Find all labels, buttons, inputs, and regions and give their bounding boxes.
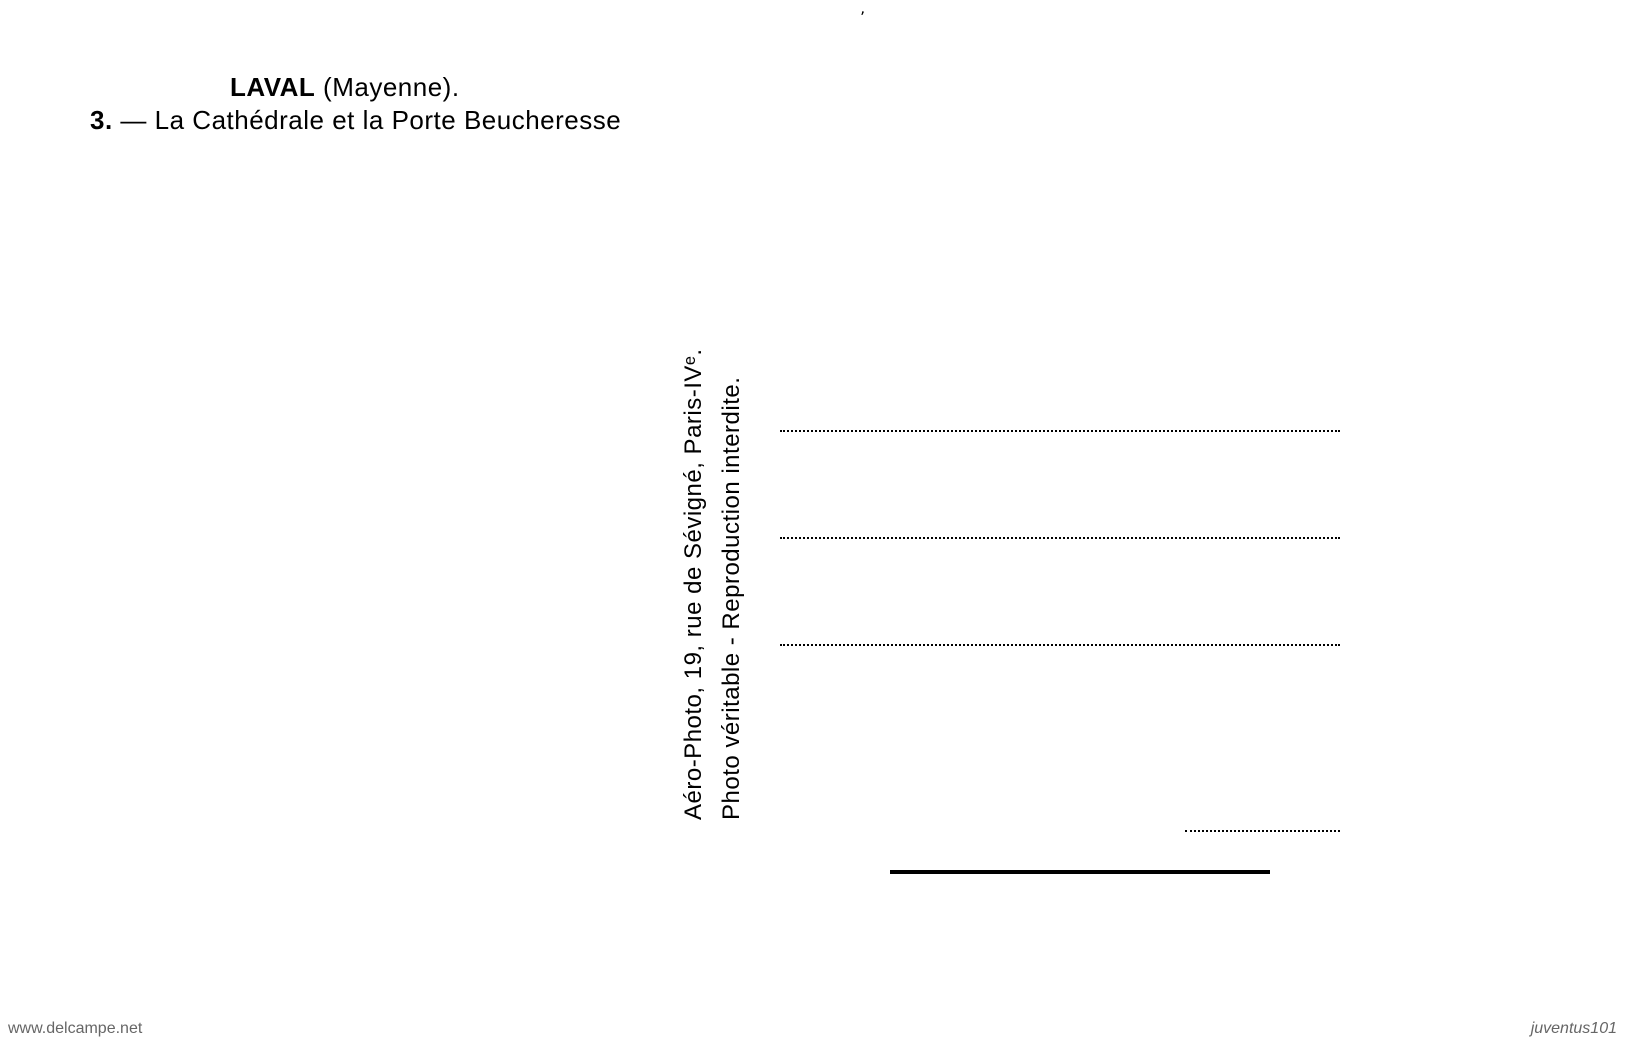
watermark-left: www.delcampe.net [8, 1020, 142, 1038]
city-name: LAVAL [230, 72, 315, 102]
caption-number: 3. [90, 105, 113, 135]
caption-line: 3. — La Cathédrale et la Porte Beucheres… [90, 105, 621, 136]
tick-mark: ٬ [860, 8, 865, 28]
address-line [780, 430, 1340, 432]
region-name: (Mayenne). [323, 72, 460, 102]
caption-dash: — [120, 105, 147, 135]
title-area: LAVAL (Mayenne). 3. — La Cathédrale et l… [90, 72, 621, 136]
publisher-area: Aéro-Photo, 19, rue de Sévigné, Paris-IV… [680, 180, 760, 820]
location-line: LAVAL (Mayenne). [90, 72, 621, 103]
address-line [780, 537, 1340, 539]
solid-line [890, 870, 1270, 874]
short-dotted-line [1185, 830, 1340, 832]
watermark-right: juventus101 [1531, 1020, 1617, 1038]
address-lines [780, 430, 1340, 646]
publisher-line1: Aéro-Photo, 19, rue de Sévigné, Paris-IV… [680, 349, 708, 821]
address-line [780, 644, 1340, 646]
publisher-line2: Photo véritable - Reproduction interdite… [718, 377, 746, 820]
caption-text: La Cathédrale et la Porte Beucheresse [155, 105, 622, 135]
